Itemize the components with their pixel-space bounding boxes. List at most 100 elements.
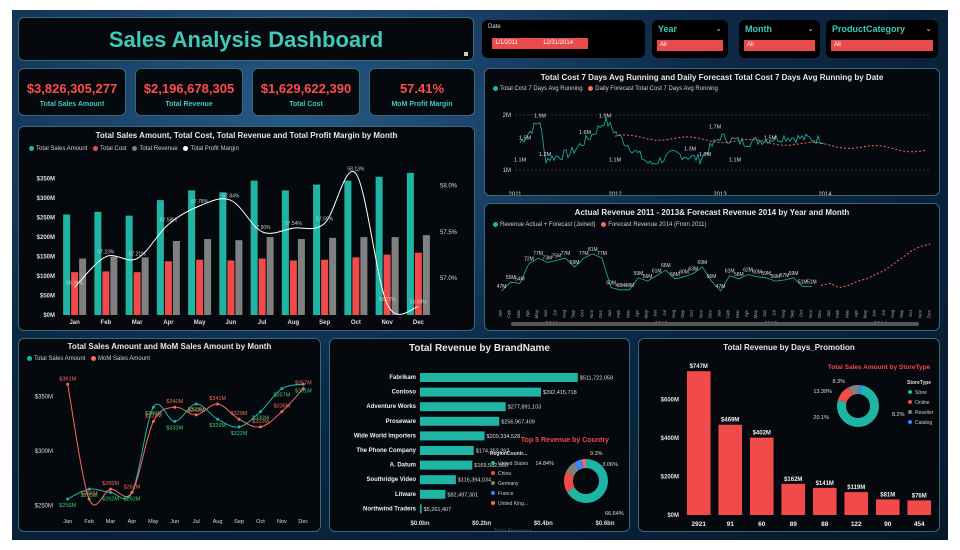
x-tick-label: Feb <box>616 310 621 318</box>
sales-point <box>301 382 305 386</box>
x-tick-label: Feb <box>726 310 731 318</box>
mom-sales-chart[interactable]: Total Sales Amount and MoM Sales Amount … <box>18 338 321 532</box>
legend-dot <box>491 501 495 505</box>
legend-item: Reseller <box>915 410 934 416</box>
kpi-label: Total Revenue <box>165 101 213 108</box>
margin-label: 57.78% <box>191 199 209 205</box>
month-slicer[interactable]: Month ⌄ All <box>739 20 820 58</box>
brand-revenue-chart[interactable]: Total Revenue by BrandName Fabrikam $511,… <box>329 338 630 532</box>
category-slicer[interactable]: ProductCategory ⌄ All <box>826 20 938 58</box>
mom-point <box>87 497 91 501</box>
brand-bar <box>420 446 474 455</box>
monthly-combo-chart[interactable]: Total Sales Amount, Total Cost, Total Re… <box>18 126 475 331</box>
y2-tick-label: 57.5% <box>440 230 458 236</box>
y-tick-label: 2M <box>503 113 511 119</box>
x-tick-label: Feb <box>101 320 112 326</box>
data-label: 56M <box>770 274 780 280</box>
value-label: $141M <box>816 481 834 487</box>
mom-label: $357M <box>295 381 312 387</box>
date-slicer-label: Date <box>488 24 501 30</box>
data-label: 72M <box>524 257 534 263</box>
kpi-card-revenue: $2,196,678,305 Total Revenue <box>135 68 243 116</box>
sales-point <box>173 419 177 423</box>
data-label: 81M <box>588 247 598 253</box>
date-end-input[interactable]: 12/31/2014 <box>540 38 588 49</box>
category-select[interactable]: All <box>831 40 933 51</box>
legend-item: Total Sales Amount <box>36 146 88 153</box>
x-tick-label: $0.6bn <box>595 521 614 527</box>
mom-label: $256M <box>81 491 98 497</box>
x-tick-label: May <box>644 309 649 318</box>
chevron-down-icon[interactable]: ⌄ <box>715 24 722 33</box>
brand-bar <box>420 373 578 382</box>
value-label: $511,722,058 <box>580 376 613 382</box>
brand-chart-svg: Fabrikam $511,722,058 Contoso $392,415,718 A… <box>354 373 624 531</box>
margin-label: 57.58% <box>160 217 178 223</box>
data-label: 1.1M <box>609 158 622 164</box>
horizontal-scrollbar[interactable] <box>511 322 919 326</box>
donut-slice <box>566 459 608 503</box>
sales-label: $262M <box>102 496 119 502</box>
data-label: 1.3M <box>684 147 697 153</box>
brand-bar <box>420 402 506 412</box>
data-label: 1.6M <box>579 130 592 136</box>
days-promotion-chart[interactable]: Total Revenue by Days_Promotion $0M $200M… <box>638 338 940 532</box>
mom-label: $361M <box>59 376 76 382</box>
chevron-down-icon[interactable]: ⌄ <box>807 24 814 33</box>
legend-dot <box>908 390 912 394</box>
revenue-forecast-chart[interactable]: Actual Revenue 2011 - 2013& Forecast Rev… <box>484 203 940 331</box>
cost-7day-chart[interactable]: Total Cost 7 Days Avg Running and Daily … <box>484 68 940 196</box>
month-select[interactable]: All <box>744 40 815 51</box>
data-label: 1.5M <box>764 136 777 142</box>
sales-point <box>66 497 70 501</box>
sales-point <box>151 405 155 409</box>
x-tick-label: Mar <box>516 309 521 317</box>
x-tick-label: May <box>148 519 159 525</box>
x-tick-label: Sep <box>319 320 330 326</box>
x-tick-label: Apr <box>128 519 137 525</box>
category-slicer-label: ProductCategory <box>832 24 906 34</box>
x-tick-label: $0.4bn <box>534 521 553 527</box>
data-label: 55M <box>506 275 516 281</box>
sales-point <box>280 387 284 391</box>
x-tick-label: Jul <box>258 320 267 326</box>
mom-point <box>173 405 177 409</box>
year-select[interactable]: All <box>657 40 723 51</box>
legend-dot <box>491 481 495 485</box>
x-tick-label: May <box>753 309 758 318</box>
sales-bar <box>156 200 164 315</box>
x-tick-label: 2012 <box>608 192 622 196</box>
sales-label: $262M <box>124 496 141 502</box>
x-tick-label: Jun <box>762 310 767 318</box>
x-tick-label: Jul <box>662 310 667 316</box>
chevron-down-icon[interactable]: ⌄ <box>925 24 932 33</box>
data-label: 60M <box>752 270 762 276</box>
x-tick-label: Oct <box>689 309 694 317</box>
x-tick-label: Jun <box>872 310 877 318</box>
y-tick-label: $300M <box>37 196 55 202</box>
margin-label: 57.23% <box>97 250 115 256</box>
slice-label: 8.2% <box>892 412 905 418</box>
x-tick-label: Apr <box>525 310 530 318</box>
x-tick-label: 90 <box>884 521 892 528</box>
slice-label: 14.84% <box>535 461 554 467</box>
value-label: $402M <box>753 431 771 437</box>
legend-dot <box>908 420 912 424</box>
brand-bar <box>420 504 422 514</box>
forecast-line <box>614 134 928 153</box>
focus-mode-icon[interactable] <box>464 52 468 56</box>
value-label: $174,253,262 <box>476 449 510 455</box>
revenue-bar <box>110 256 118 315</box>
value-label: $277,891,103 <box>508 405 542 411</box>
date-start-input[interactable]: 1/1/2011 <box>492 38 540 49</box>
data-label: 57M <box>780 273 790 279</box>
data-label: 1.9M <box>599 114 612 120</box>
mom-label: $340M <box>166 399 183 405</box>
sales-point <box>216 417 220 421</box>
cost-bar <box>196 259 204 315</box>
year-slicer[interactable]: Year ⌄ All <box>652 20 728 58</box>
data-label: 59M <box>761 271 771 277</box>
sales-label: $256M <box>59 503 76 509</box>
mom-label: $322M <box>252 419 269 425</box>
